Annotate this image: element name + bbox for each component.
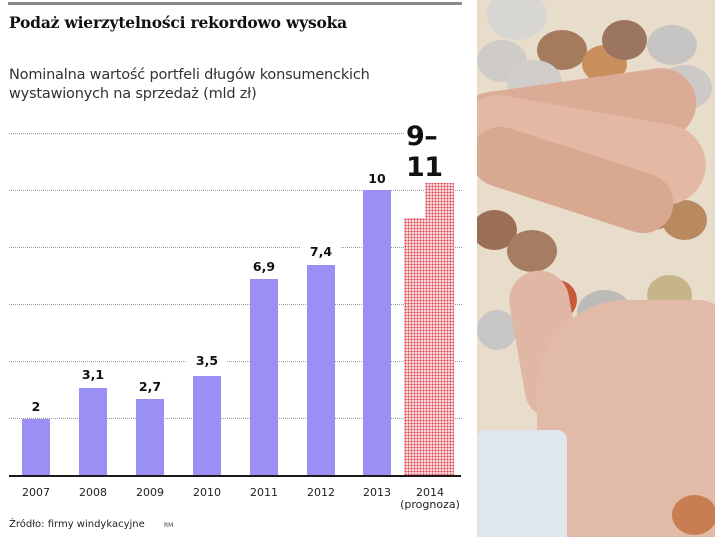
x-tick-label: 2011: [250, 486, 278, 499]
gridline: [9, 418, 462, 419]
x-tick-label: 2012: [307, 486, 335, 499]
bar-2013: [363, 190, 391, 476]
bar-value-label: 7,4: [301, 244, 341, 259]
bar-value-label: 10: [357, 171, 397, 186]
top-rule: [8, 2, 462, 5]
x-tick-sublabel: (prognoza): [400, 498, 460, 511]
bar-chart: 2 3,1 2,7 3,5 6,9 7,4 10 9–11 2007 2008 …: [9, 121, 470, 511]
forecast-value-label: 9–11: [404, 121, 470, 183]
bar-value-label: 3,1: [73, 367, 113, 382]
x-tick-label: 2008: [79, 486, 107, 499]
bar-2012: [307, 265, 335, 476]
coins-hands-photo: [477, 0, 715, 537]
chart-title: Podaż wierzytelności rekordowo wysoka: [9, 13, 348, 32]
gridline: [9, 361, 462, 362]
bar-value-label: 3,5: [187, 353, 227, 368]
x-tick-label: 2014: [416, 486, 444, 499]
x-tick-label: 2007: [22, 486, 50, 499]
author-credit: RM: [164, 522, 174, 529]
bar-2007: [22, 419, 50, 476]
gridline: [9, 133, 462, 134]
source-note: Źródło: firmy windykacyjne: [9, 519, 145, 530]
bar-value-label: 2,7: [130, 379, 170, 394]
bar-2008: [79, 388, 107, 476]
gridline: [9, 190, 462, 191]
gridline: [9, 304, 462, 305]
bar-2011: [250, 279, 278, 476]
chart-subtitle: Nominalna wartość portfeli długów konsum…: [9, 67, 370, 102]
bar-value-label: 6,9: [244, 259, 284, 274]
x-tick-label: 2013: [363, 486, 391, 499]
x-axis: [9, 475, 461, 477]
gridline: [9, 247, 462, 248]
x-tick-label: 2010: [193, 486, 221, 499]
bar-2010: [193, 376, 221, 476]
bar-value-label: 2: [16, 399, 56, 414]
x-tick-label: 2009: [136, 486, 164, 499]
bar-2009: [136, 399, 164, 476]
forecast-bar-low: [404, 218, 426, 476]
forecast-bar-high: [425, 161, 454, 476]
